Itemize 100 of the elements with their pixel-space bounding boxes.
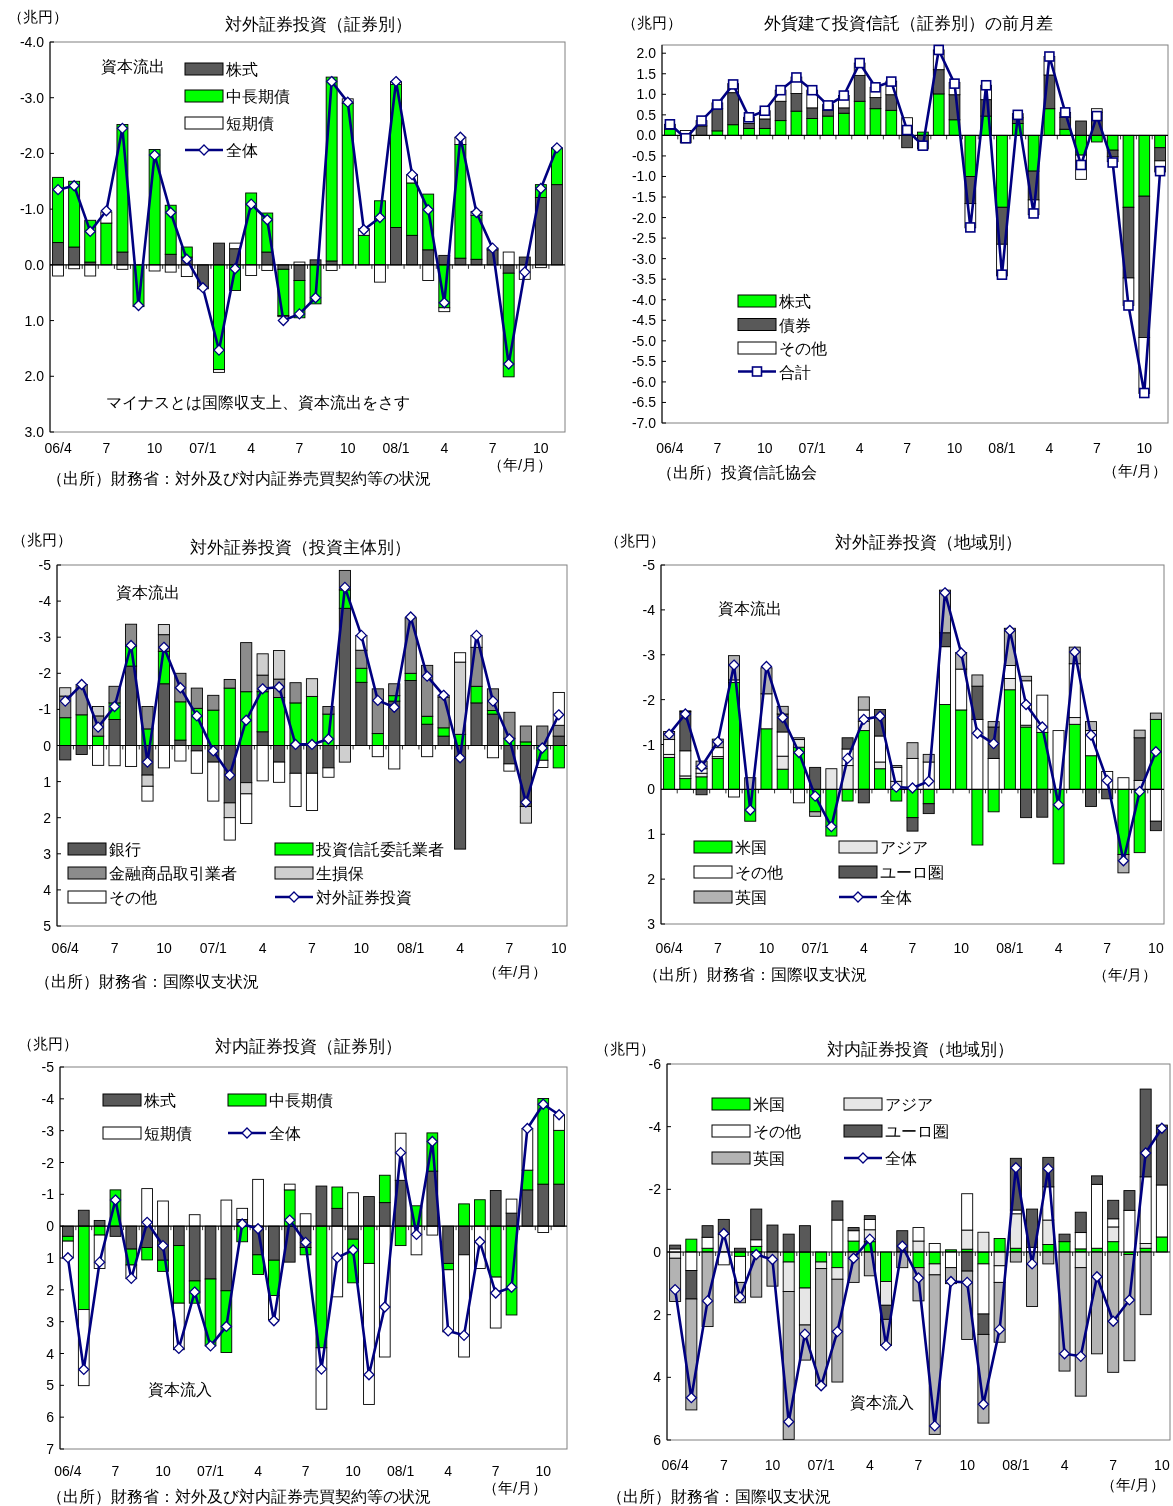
y-tick-label: -4	[642, 601, 656, 618]
x-tick-label: 10	[764, 1457, 781, 1473]
y-tick-label: -4.0	[19, 34, 45, 50]
y-tick-label: 3.0	[24, 424, 45, 440]
y-tick-label: -4	[38, 593, 52, 610]
x-tick-label: 10	[535, 1463, 552, 1479]
legend-label: 中長期債	[226, 88, 290, 105]
y-tick-label: -1.5	[631, 189, 657, 206]
x-tick-label: 10	[959, 1457, 976, 1473]
x-tick-label: 4	[440, 440, 449, 456]
y-tick-label: 6	[46, 1409, 55, 1426]
y-tick-label: -3.5	[631, 271, 657, 288]
x-tick-label: 7	[719, 1457, 728, 1473]
x-tick-label: 08/1	[1002, 1457, 1030, 1473]
legend-label: その他	[109, 889, 157, 906]
annotation: 資本流出	[718, 600, 782, 617]
x-tick-label: 08/1	[996, 940, 1024, 956]
legend-label: ユーロ圏	[880, 864, 944, 881]
y-tick-label: -5	[642, 557, 656, 573]
x-tick-label: 06/4	[661, 1457, 689, 1473]
chart-title: 対内証券投資（証券別）	[214, 1037, 402, 1056]
y-tick-label: 1.0	[636, 86, 657, 103]
y-tick-label: -4	[41, 1090, 55, 1107]
y-tick-label: 0.5	[636, 106, 657, 123]
text: （出所）財務省：国際収支状況	[607, 1488, 831, 1505]
x-tick-label: 10	[345, 1463, 362, 1479]
x-tick-label: 7	[295, 440, 304, 456]
y-tick-label: -3.0	[631, 250, 657, 267]
x-tick-label: 06/4	[54, 1463, 82, 1479]
x-tick-label: 4	[254, 1463, 263, 1479]
y-tick-label: 2	[46, 1281, 55, 1298]
x-tick-label: 7	[914, 1457, 923, 1473]
x-tick-label: 10	[1148, 940, 1164, 956]
chart-title: 対外証券投資（投資主体別）	[189, 538, 411, 557]
y-tick-label: -5.5	[631, 353, 657, 370]
y-tick-label: -2.5	[631, 230, 657, 247]
y-tick-label: -4.5	[631, 312, 657, 329]
x-tick-label: 4	[456, 940, 465, 956]
x-tick-label: 10	[155, 1463, 171, 1479]
legend-label: 全体	[885, 1150, 917, 1167]
y-tick-label: 1	[46, 1250, 55, 1266]
y-tick-label: 4	[653, 1369, 662, 1386]
x-tick-label: 4	[1054, 940, 1063, 956]
y-tick-label: -6	[648, 1056, 662, 1072]
x-tick-label: 07/1	[199, 940, 228, 956]
y-tick-label: -1	[41, 1186, 55, 1203]
x-tick-label: 4	[258, 940, 267, 956]
legend-label: 米国	[753, 1096, 785, 1113]
y-tick-label: -2	[41, 1154, 55, 1171]
text: （出所）財務省：国際収支状況	[35, 973, 259, 990]
x-tick-label: 7	[908, 940, 917, 956]
legend-label: 債券	[779, 316, 811, 334]
x-tick-label: 07/1	[189, 440, 217, 456]
legend-label: 対外証券投資	[316, 889, 412, 906]
legend-label: アジア	[880, 839, 928, 856]
text: （出所）投資信託協会	[657, 464, 817, 481]
x-tick-label: 10	[946, 440, 963, 456]
y-tick-label: 1	[647, 826, 656, 843]
x-tick-label: 7	[1109, 1457, 1118, 1473]
x-tick-label: 7	[301, 1463, 310, 1479]
y-tick-label: 2	[43, 809, 52, 826]
y-tick-label: 0	[653, 1244, 662, 1260]
x-tick-label: 08/1	[387, 1463, 415, 1479]
y-tick-label: -0.5	[631, 147, 657, 164]
legend-label: その他	[735, 864, 783, 881]
y-tick-label: 3	[43, 845, 52, 862]
y-tick-label: 1.0	[24, 312, 45, 329]
annotation: 資本流入	[148, 1381, 212, 1398]
x-tick-label: 7	[110, 940, 119, 956]
legend-label: 中長期債	[269, 1092, 333, 1109]
x-tick-label: 7	[713, 940, 722, 956]
legend-label: その他	[779, 340, 827, 357]
y-tick-label: -1.0	[19, 201, 45, 218]
y-axis-title: （兆円）	[8, 8, 68, 25]
y-tick-label: -7.0	[631, 415, 657, 431]
x-tick-label: 10	[953, 940, 970, 956]
x-tick-label: 10	[156, 940, 172, 956]
y-tick-label: 1.5	[636, 65, 657, 82]
legend-label: 全体	[269, 1125, 301, 1142]
y-tick-label: -3	[642, 646, 656, 663]
y-tick-label: 6	[653, 1432, 662, 1448]
y-tick-label: -5	[41, 1059, 55, 1075]
y-tick-label: 2.0	[24, 368, 45, 385]
x-tick-label: 10	[550, 940, 567, 956]
y-tick-label: -2.0	[631, 209, 657, 226]
y-tick-label: -3	[38, 629, 52, 646]
legend-label: 短期債	[144, 1125, 192, 1142]
x-tick-label: 10	[758, 940, 775, 956]
y-tick-label: -2	[648, 1181, 662, 1198]
x-tick-label: 10	[756, 440, 773, 456]
y-tick-label: 2	[653, 1306, 662, 1323]
x-tick-label: 10	[1154, 1457, 1170, 1473]
legend-label: 株式	[778, 293, 811, 310]
annotation: マイナスとは国際収支上、資本流出をさす	[106, 394, 410, 411]
x-axis-title: （年/月）	[482, 963, 548, 980]
x-tick-label: 06/4	[655, 940, 683, 956]
y-axis-title: （兆円）	[622, 14, 682, 31]
x-tick-label: 7	[903, 440, 912, 456]
y-tick-label: -4.0	[631, 291, 657, 308]
x-axis-title: （年/月）	[1092, 966, 1158, 983]
